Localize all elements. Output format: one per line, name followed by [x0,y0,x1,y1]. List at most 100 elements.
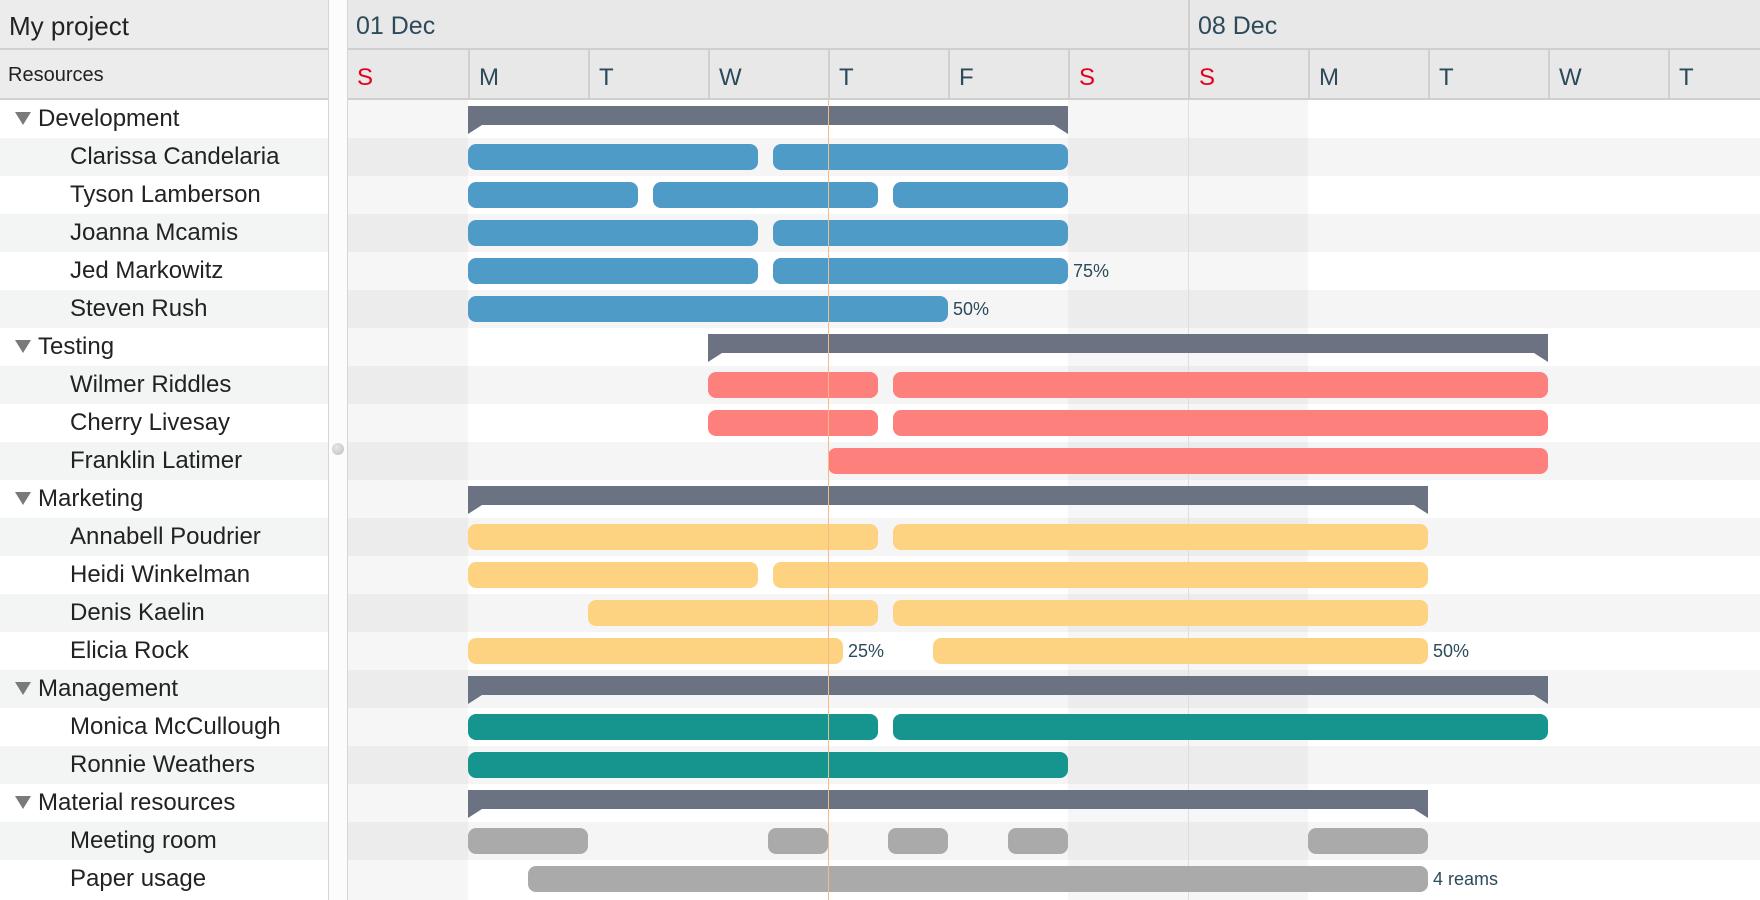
resource-row[interactable]: Monica McCullough [0,708,328,746]
group-row[interactable]: Testing [0,328,328,366]
collapse-triangle-icon[interactable] [15,340,31,353]
task-bar[interactable] [468,144,758,170]
task-bar[interactable] [468,752,1068,778]
task-bar[interactable] [768,828,828,854]
week-label: 08 Dec [1188,0,1760,48]
resource-name: Franklin Latimer [70,447,243,474]
task-bar[interactable] [773,258,1068,284]
group-label: Marketing [38,485,144,512]
resource-name: Wilmer Riddles [70,371,232,398]
panel-splitter[interactable] [328,0,348,900]
resource-row[interactable]: Meeting room [0,822,328,860]
task-bar[interactable] [653,182,878,208]
timeline-weeks-header: 01 Dec 08 Dec [348,0,1760,50]
task-bar[interactable] [468,828,588,854]
resource-row[interactable]: Elicia Rock [0,632,328,670]
task-bar[interactable] [468,714,878,740]
resource-row[interactable]: Wilmer Riddles [0,366,328,404]
resource-name: Ronnie Weathers [70,751,255,778]
week-label: 01 Dec [356,12,436,40]
resource-row[interactable]: Denis Kaelin [0,594,328,632]
resource-name: Monica McCullough [70,713,281,740]
task-bar[interactable] [888,828,948,854]
bar-value-label: 50% [1433,641,1470,661]
task-bar[interactable] [468,562,758,588]
bar-value-label: 4 reams [1433,869,1499,889]
today-line [828,100,829,900]
resource-row[interactable]: Cherry Livesay [0,404,328,442]
resource-name: Denis Kaelin [70,599,205,626]
day-label: S [357,64,374,91]
task-bar[interactable] [893,714,1548,740]
task-bar[interactable] [468,258,758,284]
task-bar[interactable] [773,562,1428,588]
resource-row[interactable]: Clarissa Candelaria [0,138,328,176]
day-label: M [1308,50,1428,98]
resource-name: Elicia Rock [70,637,189,664]
resource-row[interactable]: Franklin Latimer [0,442,328,480]
day-label: T [588,50,708,98]
task-bar[interactable] [528,866,1428,892]
task-bar[interactable] [893,600,1428,626]
resource-name: Meeting room [70,827,217,854]
resource-name: Paper usage [70,865,207,892]
resource-name: Steven Rush [70,295,208,322]
task-bar[interactable] [893,524,1428,550]
task-bar[interactable] [468,524,878,550]
weekend-shade [348,100,468,900]
resource-row[interactable]: Annabell Poudrier [0,518,328,556]
splitter-handle[interactable] [332,443,344,455]
resource-name: Jed Markowitz [70,257,224,284]
collapse-triangle-icon[interactable] [15,492,31,505]
resource-row[interactable]: Joanna Mcamis [0,214,328,252]
group-label: Management [38,675,179,702]
resource-row[interactable]: Heidi Winkelman [0,556,328,594]
day-label: T [1428,50,1548,98]
task-bar[interactable] [893,372,1548,398]
resource-name: Cherry Livesay [70,409,231,436]
task-bar[interactable] [468,220,758,246]
collapse-triangle-icon[interactable] [15,796,31,809]
day-label: T [1668,50,1760,98]
task-bar[interactable] [468,296,948,322]
task-bar[interactable] [893,182,1068,208]
day-label: M [468,50,588,98]
task-bar[interactable] [1308,828,1428,854]
task-bar[interactable] [708,372,878,398]
task-bar[interactable] [773,220,1068,246]
resource-row[interactable]: Ronnie Weathers [0,746,328,784]
task-bar[interactable] [773,144,1068,170]
resource-name: Joanna Mcamis [70,219,239,246]
group-label: Material resources [38,789,236,816]
group-row[interactable]: Marketing [0,480,328,518]
resource-panel: My project Resources Development Clarissa… [0,0,328,900]
bar-value-label: 75% [1073,261,1110,281]
collapse-triangle-icon[interactable] [15,682,31,695]
task-bar[interactable] [933,638,1428,664]
group-label: Testing [38,333,115,360]
task-bar[interactable] [828,448,1548,474]
group-row[interactable]: Material resources [0,784,328,822]
task-bar[interactable] [468,182,638,208]
resource-name: Annabell Poudrier [70,523,261,550]
resource-row[interactable]: Tyson Lamberson [0,176,328,214]
resource-row[interactable]: Paper usage [0,860,328,898]
resource-row[interactable]: Steven Rush [0,290,328,328]
day-label: T [828,50,948,98]
group-label: Development [38,105,180,132]
group-row[interactable]: Management [0,670,328,708]
task-bar[interactable] [588,600,878,626]
resource-name: Heidi Winkelman [70,561,251,588]
resource-row[interactable]: Jed Markowitz [0,252,328,290]
group-row[interactable]: Development [0,100,328,138]
task-bar[interactable] [1008,828,1068,854]
project-title: My project [0,0,328,50]
resources-column-header[interactable]: Resources [0,50,328,100]
bar-value-label: 25% [848,641,885,661]
day-label: W [1548,50,1668,98]
task-bar[interactable] [468,638,843,664]
collapse-triangle-icon[interactable] [15,112,31,125]
task-bar[interactable] [708,410,878,436]
task-bar[interactable] [893,410,1548,436]
